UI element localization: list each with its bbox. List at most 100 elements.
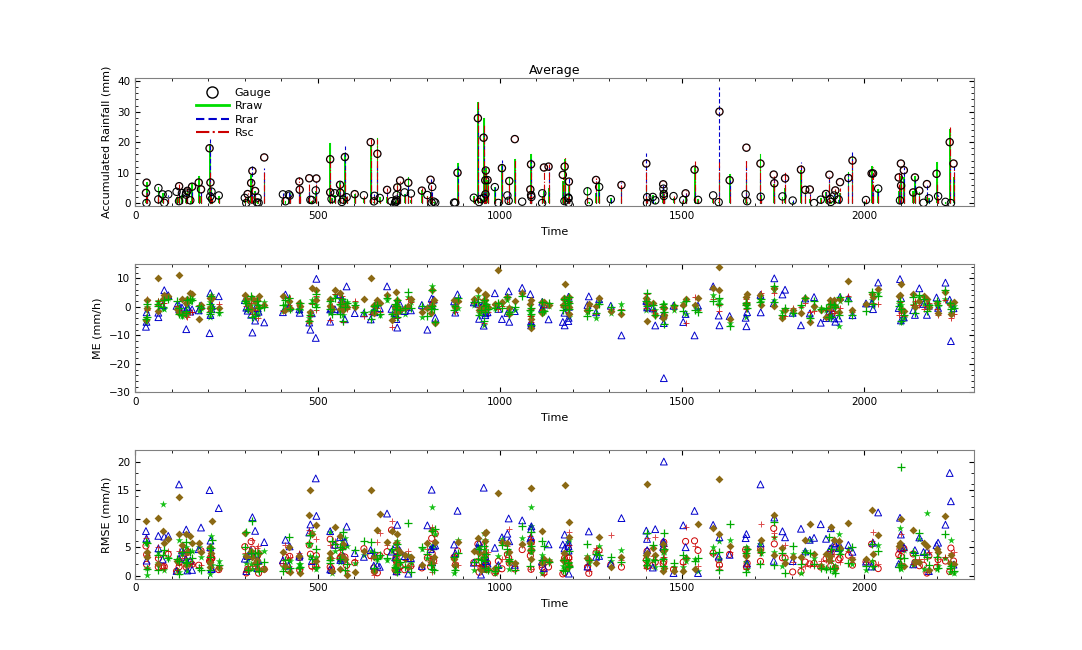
Point (664, 303, 682, 313)
Point (477, 295, 494, 306)
Point (475, 133, 492, 143)
Point (870, 183, 887, 194)
Point (346, 298, 364, 309)
Point (710, 564, 727, 574)
Point (644, 540, 661, 550)
Point (704, 519, 722, 530)
Point (603, 302, 620, 312)
Point (637, 296, 655, 306)
Point (281, 304, 299, 314)
Point (475, 551, 492, 562)
Point (362, 137, 380, 148)
Point (796, 292, 814, 303)
Point (831, 556, 848, 567)
Point (321, 294, 339, 304)
Point (203, 301, 221, 311)
Point (677, 294, 695, 304)
Point (822, 543, 840, 554)
Point (168, 296, 185, 307)
Point (827, 562, 844, 572)
Point (686, 554, 703, 564)
Point (392, 300, 409, 310)
Point (890, 172, 908, 183)
Point (704, 542, 722, 552)
Point (243, 552, 261, 562)
Point (326, 540, 343, 550)
Point (710, 473, 727, 484)
Point (500, 286, 517, 296)
Point (419, 190, 436, 200)
Point (449, 168, 466, 178)
Point (471, 560, 488, 571)
Point (255, 302, 273, 312)
Point (796, 292, 814, 303)
Point (236, 542, 253, 552)
Point (137, 188, 155, 198)
Point (907, 545, 924, 555)
Point (827, 563, 844, 573)
Point (704, 548, 722, 558)
Point (827, 563, 844, 573)
Point (905, 525, 922, 535)
Point (560, 302, 578, 312)
Point (365, 305, 382, 315)
Point (387, 528, 405, 539)
Point (915, 299, 933, 309)
Point (870, 278, 887, 288)
Point (710, 197, 727, 207)
Point (784, 552, 802, 562)
Point (160, 294, 177, 304)
Point (821, 551, 839, 562)
Point (514, 540, 531, 550)
Point (303, 563, 320, 573)
Point (863, 289, 881, 299)
Point (721, 175, 738, 185)
Point (182, 306, 199, 317)
Point (247, 315, 264, 326)
Point (796, 546, 814, 556)
Point (840, 276, 857, 287)
Point (321, 564, 339, 575)
Point (895, 312, 912, 322)
Point (277, 292, 294, 302)
Point (540, 540, 557, 550)
Point (334, 541, 352, 552)
Point (805, 558, 822, 569)
Point (603, 558, 620, 569)
Point (840, 292, 857, 303)
Point (774, 548, 791, 558)
Point (612, 180, 630, 190)
Point (465, 560, 483, 570)
Point (591, 541, 608, 551)
Point (500, 309, 517, 320)
Point (202, 531, 220, 541)
Point (907, 310, 924, 320)
Point (536, 569, 553, 579)
Point (447, 307, 464, 318)
Point (647, 554, 664, 565)
Point (333, 294, 351, 305)
Point (905, 187, 922, 198)
Point (475, 563, 492, 573)
Point (383, 309, 400, 320)
Point (333, 544, 351, 554)
Point (190, 562, 208, 572)
Point (337, 152, 354, 162)
Point (801, 519, 818, 529)
Point (588, 309, 605, 319)
Point (554, 555, 571, 566)
Point (637, 564, 655, 574)
Point (477, 307, 494, 318)
Point (362, 313, 380, 324)
Point (334, 542, 352, 552)
Point (477, 298, 494, 309)
Point (383, 309, 400, 319)
Point (689, 300, 707, 311)
Point (928, 559, 946, 569)
Point (149, 547, 167, 558)
Point (920, 560, 937, 570)
Point (392, 306, 409, 316)
Point (307, 556, 325, 567)
Point (291, 550, 308, 560)
Point (477, 536, 494, 546)
